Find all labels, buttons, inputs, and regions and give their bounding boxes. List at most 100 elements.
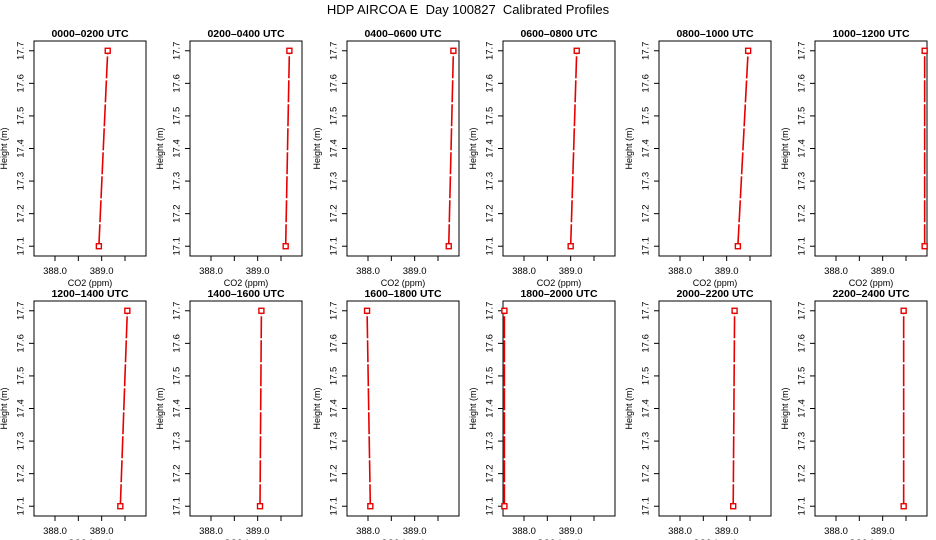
x-tick-label: 389.0 <box>403 526 427 537</box>
y-axis-label: Height (m) <box>0 387 9 429</box>
data-point <box>256 503 264 510</box>
y-tick-label: 17.5 <box>16 107 27 126</box>
y-tick-label: 17.2 <box>485 464 496 483</box>
x-tick-label: 388.0 <box>199 266 223 277</box>
y-tick-label: 17.3 <box>16 172 27 191</box>
y-tick-label: 17.6 <box>797 74 808 93</box>
y-tick-label: 17.5 <box>329 367 340 386</box>
x-tick-label: 389.0 <box>246 526 270 537</box>
profile-line <box>447 50 455 247</box>
plot-frame <box>814 40 928 257</box>
y-tick-label: 17.7 <box>329 302 340 321</box>
y-tick-label: 17.5 <box>797 107 808 126</box>
data-point <box>258 307 265 314</box>
y-tick-label: 17.5 <box>797 367 808 386</box>
profile-line <box>732 310 736 507</box>
y-tick-label: 17.2 <box>172 204 183 223</box>
profile-line <box>259 310 263 507</box>
y-axis-label: Height (m) <box>468 127 478 169</box>
profile-panel: 0800–1000 UTC 388.0 389.0 17.1 17.2 17.3 17.4 1… <box>624 28 772 288</box>
profile-panel: 2200–2400 UTC 388.0 389.0 17.1 17.2 17.3 17.4 1… <box>780 288 928 540</box>
y-axis-label: Height (m) <box>468 387 478 429</box>
y-tick-label: 17.4 <box>16 399 27 418</box>
x-tick-label: 389.0 <box>246 266 270 277</box>
y-tick-label: 17.5 <box>16 367 27 386</box>
y-tick-label: 17.7 <box>16 42 27 61</box>
plot-frame <box>189 40 303 257</box>
plot-frame <box>658 300 772 517</box>
y-tick-label: 17.3 <box>797 432 808 451</box>
y-tick-label: 17.2 <box>16 204 27 223</box>
y-axis-label: Height (m) <box>624 387 634 429</box>
y-tick-label: 17.7 <box>797 302 808 321</box>
x-axis-label: CO2 (ppm) <box>68 538 113 540</box>
profile-panel: 1600–1800 UTC 388.0 389.0 17.1 17.2 17.3 17.4 1… <box>312 288 460 540</box>
y-tick-label: 17.7 <box>797 42 808 61</box>
plot-frame <box>33 300 147 517</box>
profile-line <box>98 50 109 247</box>
panel-title: 0400–0600 UTC <box>364 28 441 40</box>
y-tick-label: 17.4 <box>641 399 652 418</box>
profile-line <box>366 310 372 507</box>
x-tick-label: 388.0 <box>668 266 692 277</box>
y-tick-label: 17.7 <box>641 42 652 61</box>
profile-panel: 1200–1400 UTC 388.0 389.0 17.1 17.2 17.3 17.4 1… <box>0 288 147 540</box>
panel-title: 1000–1200 UTC <box>832 28 909 40</box>
y-tick-label: 17.1 <box>641 497 652 516</box>
data-point <box>117 503 124 510</box>
y-axis-label: Height (m) <box>312 127 322 169</box>
y-tick-label: 17.5 <box>329 107 340 126</box>
y-tick-label: 17.6 <box>485 74 496 93</box>
x-tick-label: 389.0 <box>403 266 427 277</box>
x-axis-label: CO2 (ppm) <box>537 538 582 540</box>
profile-panel: 1800–2000 UTC 388.0 389.0 17.1 17.2 17.3 17.4 1… <box>468 288 616 540</box>
y-tick-label: 17.4 <box>16 139 27 158</box>
panel-title: 0200–0400 UTC <box>207 28 284 40</box>
y-axis-label: Height (m) <box>624 127 634 169</box>
y-axis-label: Height (m) <box>312 387 322 429</box>
profile-panel: 1400–1600 UTC 388.0 389.0 17.1 17.2 17.3 17.4 1… <box>155 288 303 540</box>
profile-panel: 0200–0400 UTC 388.0 389.0 17.1 17.2 17.3 17.4 1… <box>155 28 303 288</box>
y-tick-label: 17.4 <box>797 399 808 418</box>
profile-panel: 2000–2200 UTC 388.0 389.0 17.1 17.2 17.3 17.4 1… <box>624 288 772 540</box>
panel-title: 1400–1600 UTC <box>207 288 284 300</box>
y-tick-label: 17.4 <box>172 139 183 158</box>
y-tick-label: 17.3 <box>329 432 340 451</box>
y-tick-label: 17.4 <box>329 139 340 158</box>
y-tick-label: 17.4 <box>485 399 496 418</box>
data-point <box>282 243 289 250</box>
y-tick-label: 17.7 <box>16 302 27 321</box>
x-tick-label: 388.0 <box>43 526 67 537</box>
y-tick-label: 17.1 <box>485 237 496 256</box>
y-tick-label: 17.3 <box>172 432 183 451</box>
profile-panel: 0600–0800 UTC 388.0 389.0 17.1 17.2 17.3 17.4 1… <box>468 28 616 288</box>
y-tick-label: 17.4 <box>641 139 652 158</box>
y-tick-label: 17.1 <box>172 237 183 256</box>
plot-frame <box>502 40 616 257</box>
y-tick-label: 17.7 <box>485 302 496 321</box>
x-axis-label: CO2 (ppm) <box>693 538 738 540</box>
y-tick-label: 17.5 <box>485 367 496 386</box>
x-tick-label: 388.0 <box>199 526 223 537</box>
data-point <box>744 47 752 54</box>
y-tick-label: 17.5 <box>172 367 183 386</box>
x-axis-label: CO2 (ppm) <box>849 278 894 288</box>
panel-title: 0000–0200 UTC <box>51 28 128 40</box>
y-tick-label: 17.2 <box>797 464 808 483</box>
y-tick-label: 17.6 <box>329 74 340 93</box>
plot-frame <box>502 300 616 517</box>
x-tick-label: 389.0 <box>559 266 583 277</box>
x-tick-label: 388.0 <box>512 526 536 537</box>
x-tick-label: 388.0 <box>356 266 380 277</box>
x-axis-label: CO2 (ppm) <box>224 538 269 540</box>
y-tick-label: 17.2 <box>797 204 808 223</box>
data-point <box>921 47 928 54</box>
y-tick-label: 17.3 <box>16 432 27 451</box>
x-tick-label: 389.0 <box>559 526 583 537</box>
y-tick-label: 17.7 <box>329 42 340 61</box>
x-axis-label: CO2 (ppm) <box>224 278 269 288</box>
y-tick-label: 17.4 <box>797 139 808 158</box>
x-tick-label: 388.0 <box>668 526 692 537</box>
plot-frame <box>346 40 460 257</box>
panel-title: 1800–2000 UTC <box>520 288 597 300</box>
